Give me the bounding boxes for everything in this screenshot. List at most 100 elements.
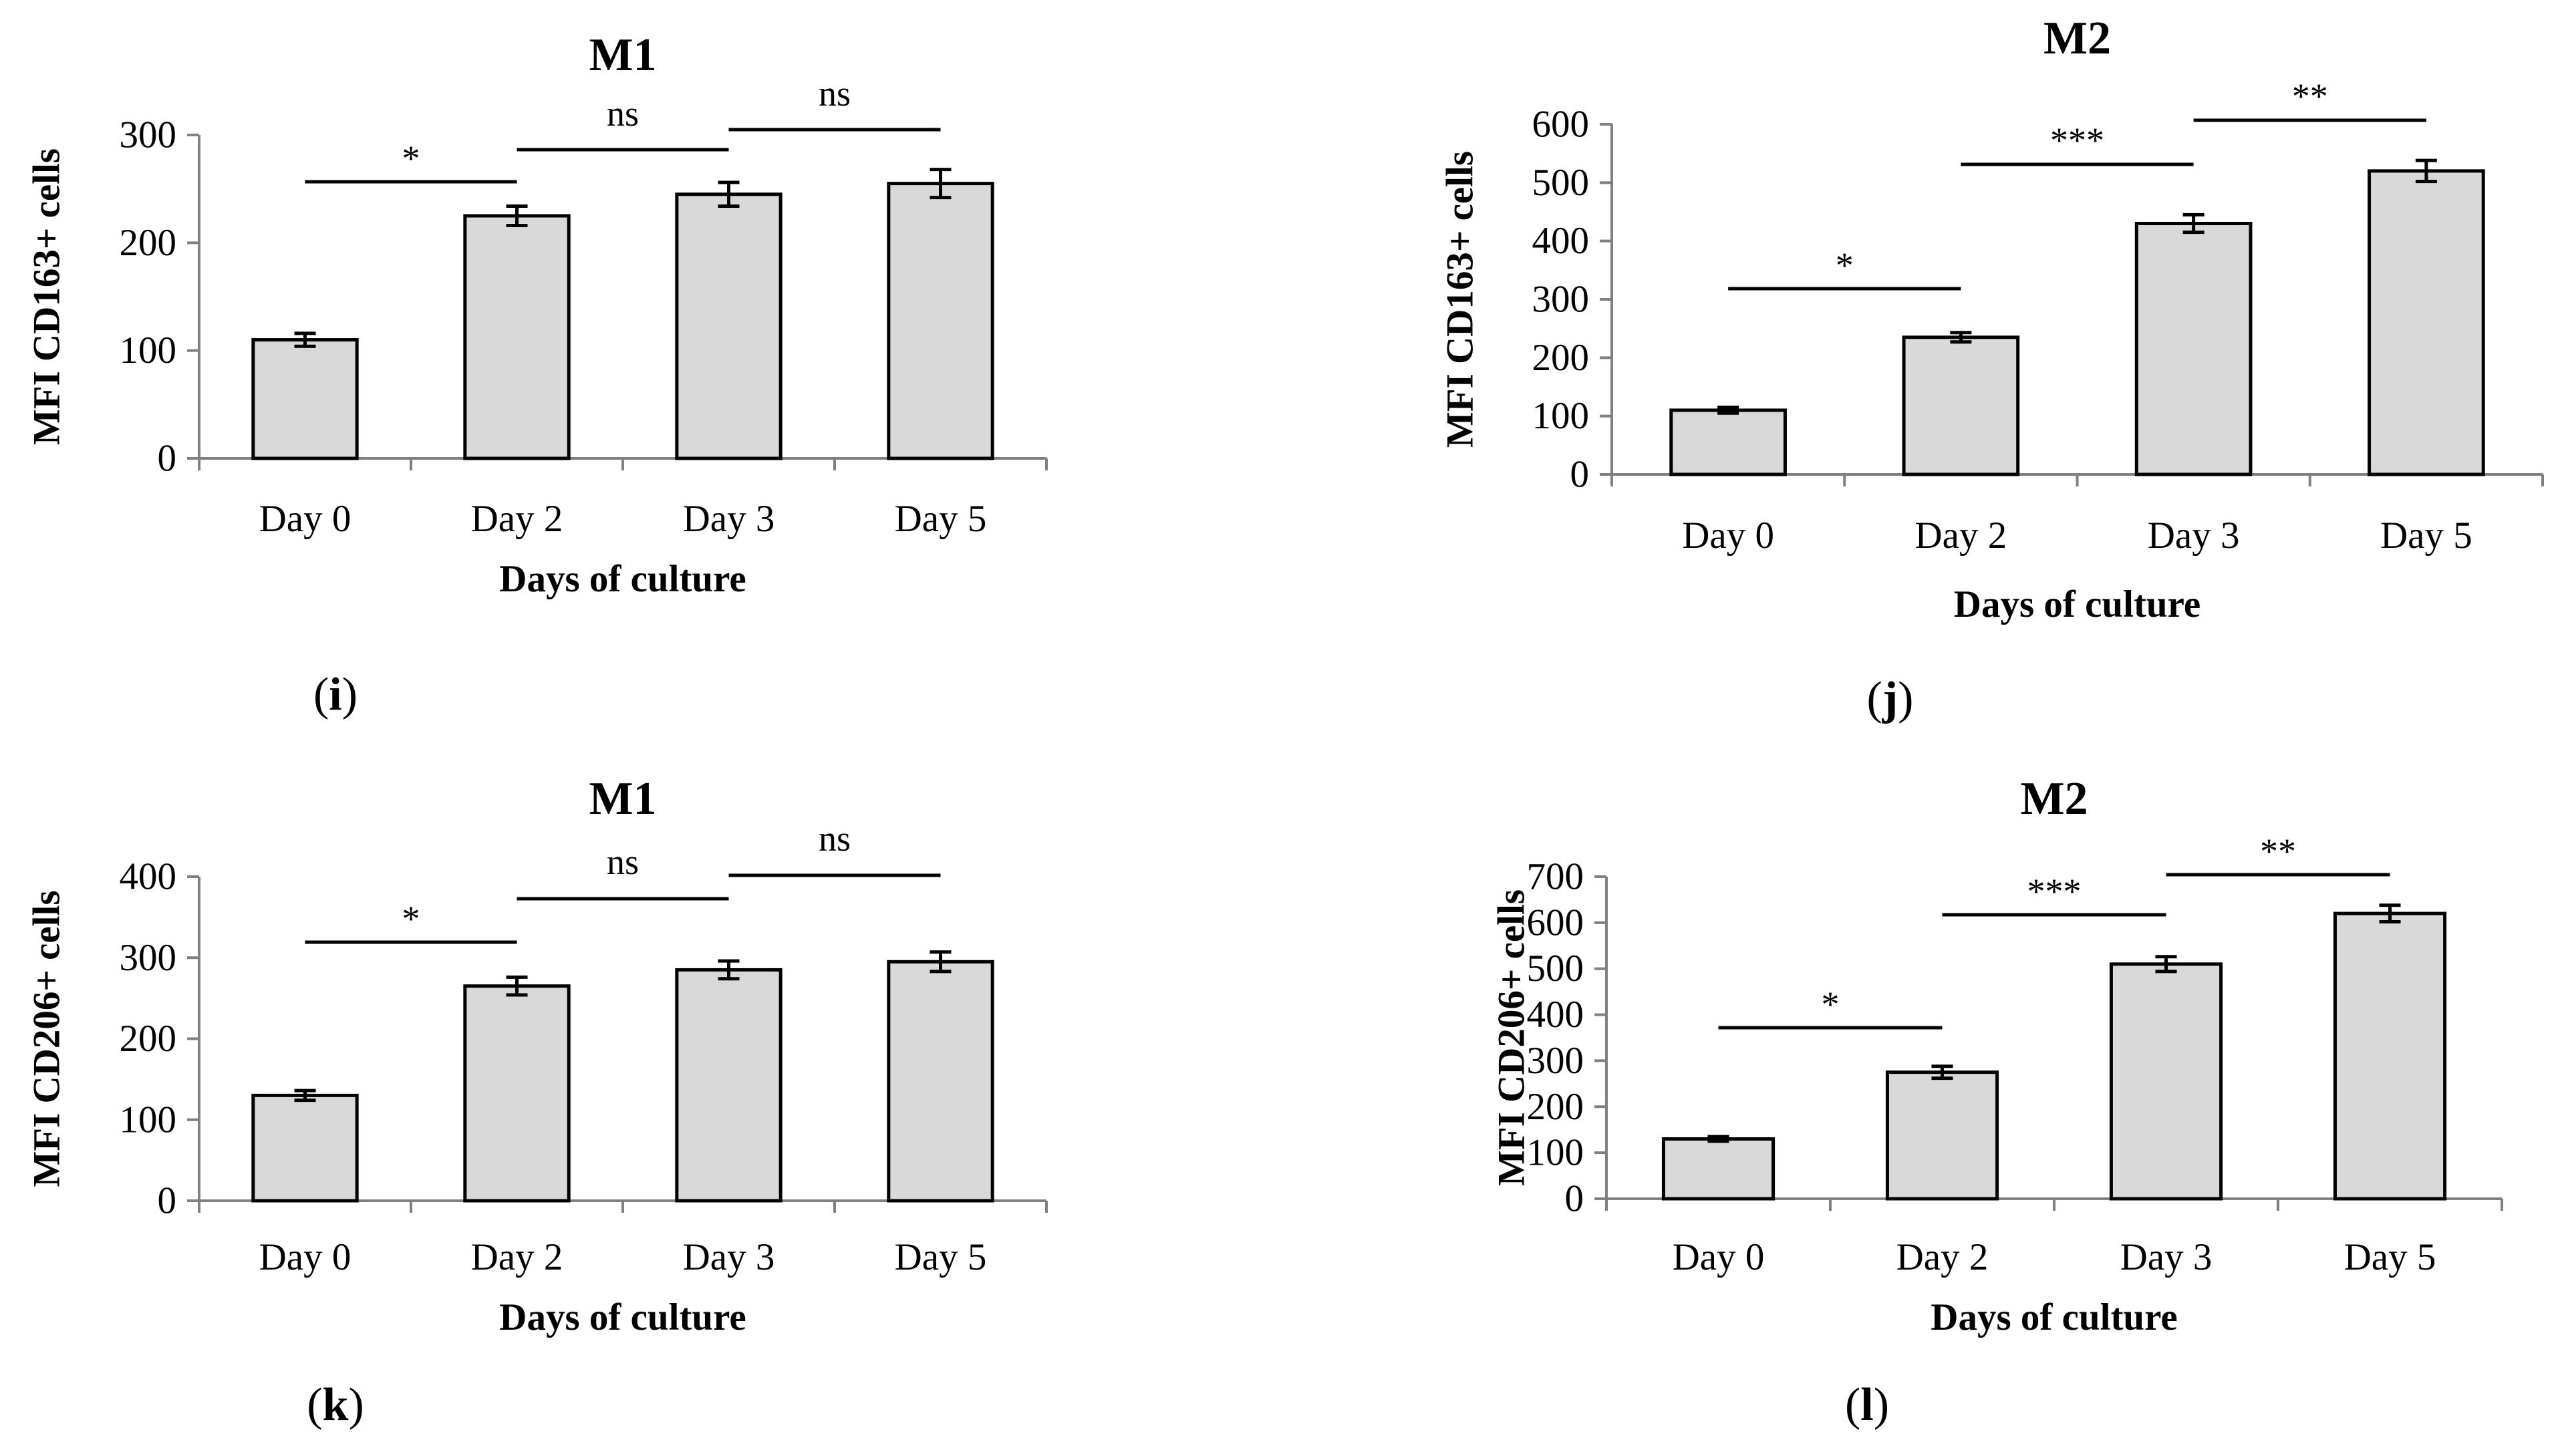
chart-title: M1 bbox=[589, 773, 656, 825]
y-axis-label: MFI CD206+ cells bbox=[26, 890, 68, 1187]
x-tick-label: Day 5 bbox=[895, 1236, 987, 1278]
y-tick-label: 100 bbox=[1532, 395, 1590, 437]
y-tick-label: 200 bbox=[1532, 337, 1590, 379]
y-tick-label: 300 bbox=[1527, 1040, 1584, 1082]
y-tick-label: 0 bbox=[1570, 454, 1590, 496]
significance-label-k-0: * bbox=[402, 899, 420, 939]
x-tick-label: Day 3 bbox=[683, 1236, 775, 1278]
chart-title: M2 bbox=[2020, 773, 2088, 825]
bar-l-3 bbox=[2333, 911, 2447, 1201]
y-tick-label: 400 bbox=[120, 856, 177, 898]
bar-l-1 bbox=[1885, 1070, 1999, 1201]
error-bar-k-1 bbox=[506, 975, 528, 997]
bar-k-3 bbox=[887, 960, 994, 1203]
y-tick-label: 400 bbox=[1532, 220, 1590, 262]
error-bar-j-0 bbox=[1717, 406, 1739, 415]
significance-label-l-2: ** bbox=[2260, 831, 2296, 871]
y-tick-label: 300 bbox=[120, 114, 177, 156]
y-tick-label: 0 bbox=[1565, 1178, 1584, 1220]
x-tick-label: Day 3 bbox=[2120, 1236, 2213, 1278]
y-tick-label: 600 bbox=[1527, 901, 1584, 943]
y-tick-label: 600 bbox=[1532, 104, 1590, 146]
panel-label-k: (k) bbox=[307, 1379, 364, 1431]
panel-label-letter: l bbox=[1860, 1379, 1873, 1431]
error-bar-i-1 bbox=[506, 204, 528, 228]
x-tick-label: Day 5 bbox=[895, 498, 987, 540]
error-bar-k-2 bbox=[718, 959, 740, 981]
error-bar-j-1 bbox=[1950, 331, 1972, 344]
y-axis-label: MFI CD206+ cells bbox=[1491, 889, 1533, 1186]
x-axis-title: Days of culture bbox=[499, 558, 746, 600]
panel-label-letter: j bbox=[1882, 673, 1898, 724]
error-bar-j-3 bbox=[2415, 158, 2437, 184]
x-tick-label: Day 3 bbox=[683, 498, 775, 540]
bar-i-3 bbox=[887, 182, 994, 460]
panel-label-l: (l) bbox=[1845, 1379, 1889, 1431]
significance-label-i-2: ns bbox=[819, 74, 851, 114]
bar-l-2 bbox=[2109, 962, 2223, 1201]
chart-title: M2 bbox=[2043, 13, 2111, 64]
significance-label-j-0: * bbox=[1836, 245, 1854, 285]
y-tick-label: 0 bbox=[158, 438, 177, 480]
significance-label-i-0: * bbox=[402, 138, 420, 178]
error-bar-i-2 bbox=[718, 180, 740, 208]
chart-panel-j: M2 MFI CD163+ cells 0 100 200 300 400 500 600 Day… bbox=[1439, 13, 2544, 724]
significance-label-k-2: ns bbox=[819, 819, 851, 859]
bar-j-1 bbox=[1902, 335, 2020, 476]
y-axis-label: MFI CD163+ cells bbox=[26, 148, 68, 445]
x-tick-label: Day 3 bbox=[2148, 515, 2240, 557]
chart-panel-k: M1 MFI CD206+ cells 0 100 200 300 400 Day 0 Day … bbox=[26, 773, 1048, 1431]
bar-i-2 bbox=[675, 192, 783, 460]
x-tick-label: Day 5 bbox=[2344, 1236, 2436, 1278]
y-tick-label: 0 bbox=[158, 1180, 177, 1222]
error-bar-l-1 bbox=[1931, 1064, 1953, 1080]
y-tick-label: 200 bbox=[120, 222, 177, 264]
error-bar-l-0 bbox=[1707, 1135, 1729, 1143]
error-bar-i-3 bbox=[930, 168, 952, 200]
x-axis-title: Days of culture bbox=[499, 1296, 746, 1338]
bar-k-0 bbox=[251, 1093, 359, 1203]
bar-i-0 bbox=[251, 338, 359, 460]
bar-l-0 bbox=[1661, 1137, 1776, 1201]
significance-label-j-1: *** bbox=[2050, 120, 2104, 160]
y-tick-label: 100 bbox=[120, 1099, 177, 1141]
y-tick-label: 100 bbox=[120, 329, 177, 372]
significance-label-j-2: ** bbox=[2292, 76, 2328, 116]
y-tick-label: 500 bbox=[1527, 948, 1584, 990]
panel-label-letter: k bbox=[323, 1379, 349, 1431]
chart-panel-i: M1 MFI CD163+ cells 0 100 200 300 Day 0 Day 2 Da… bbox=[26, 29, 1048, 720]
error-bar-l-2 bbox=[2155, 955, 2177, 974]
bar-k-2 bbox=[675, 968, 783, 1203]
x-tick-label: Day 2 bbox=[1896, 1236, 1989, 1278]
chart-title: M1 bbox=[589, 29, 656, 81]
panel-label-j: (j) bbox=[1867, 673, 1914, 724]
y-axis-label: MFI CD163+ cells bbox=[1439, 151, 1481, 448]
x-axis-title: Days of culture bbox=[1931, 1296, 2177, 1338]
error-bar-i-0 bbox=[294, 331, 316, 348]
significance-label-l-1: *** bbox=[2027, 871, 2082, 911]
bar-i-1 bbox=[463, 214, 571, 460]
y-tick-label: 200 bbox=[1527, 1086, 1584, 1128]
y-tick-label: 100 bbox=[1527, 1132, 1584, 1174]
x-tick-label: Day 5 bbox=[2380, 515, 2472, 557]
bar-j-2 bbox=[2134, 221, 2253, 476]
x-tick-label: Day 2 bbox=[471, 498, 563, 540]
error-bar-k-3 bbox=[930, 950, 952, 974]
x-tick-label: Day 0 bbox=[259, 1236, 351, 1278]
x-tick-label: Day 0 bbox=[1682, 515, 1774, 557]
error-bar-j-2 bbox=[2182, 212, 2205, 235]
error-bar-k-0 bbox=[294, 1088, 316, 1103]
y-tick-label: 200 bbox=[120, 1018, 177, 1060]
panel-label-letter: i bbox=[329, 669, 341, 720]
y-tick-label: 300 bbox=[1532, 279, 1590, 321]
x-tick-label: Day 0 bbox=[259, 498, 351, 540]
y-tick-label: 300 bbox=[120, 937, 177, 979]
significance-label-k-1: ns bbox=[607, 842, 639, 882]
y-tick-label: 400 bbox=[1527, 994, 1584, 1036]
significance-label-l-0: * bbox=[1822, 984, 1840, 1024]
y-tick-label: 700 bbox=[1527, 856, 1584, 898]
bar-j-0 bbox=[1669, 408, 1787, 476]
x-tick-label: Day 2 bbox=[471, 1236, 563, 1278]
